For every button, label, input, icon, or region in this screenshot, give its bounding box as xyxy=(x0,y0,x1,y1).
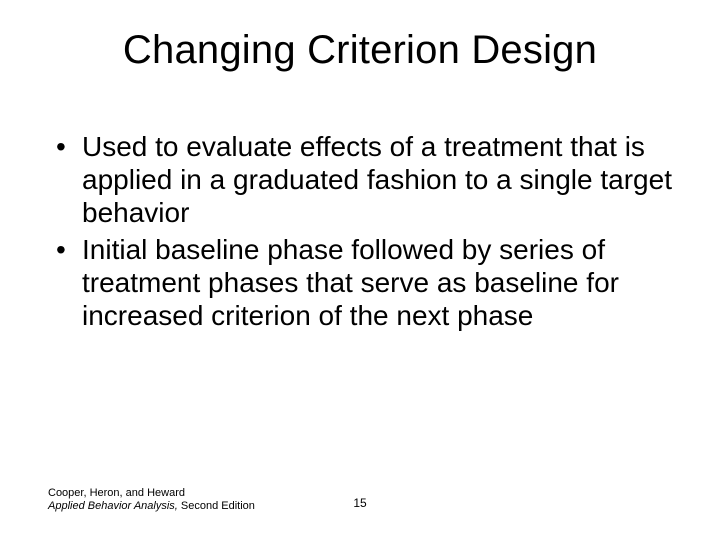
page-number: 15 xyxy=(0,496,720,510)
bullet-list: Used to evaluate effects of a treatment … xyxy=(48,130,672,332)
bullet-item: Initial baseline phase followed by serie… xyxy=(48,233,672,332)
slide-body: Used to evaluate effects of a treatment … xyxy=(48,130,672,336)
bullet-item: Used to evaluate effects of a treatment … xyxy=(48,130,672,229)
slide-title: Changing Criterion Design xyxy=(0,28,720,73)
slide: Changing Criterion Design Used to evalua… xyxy=(0,0,720,540)
